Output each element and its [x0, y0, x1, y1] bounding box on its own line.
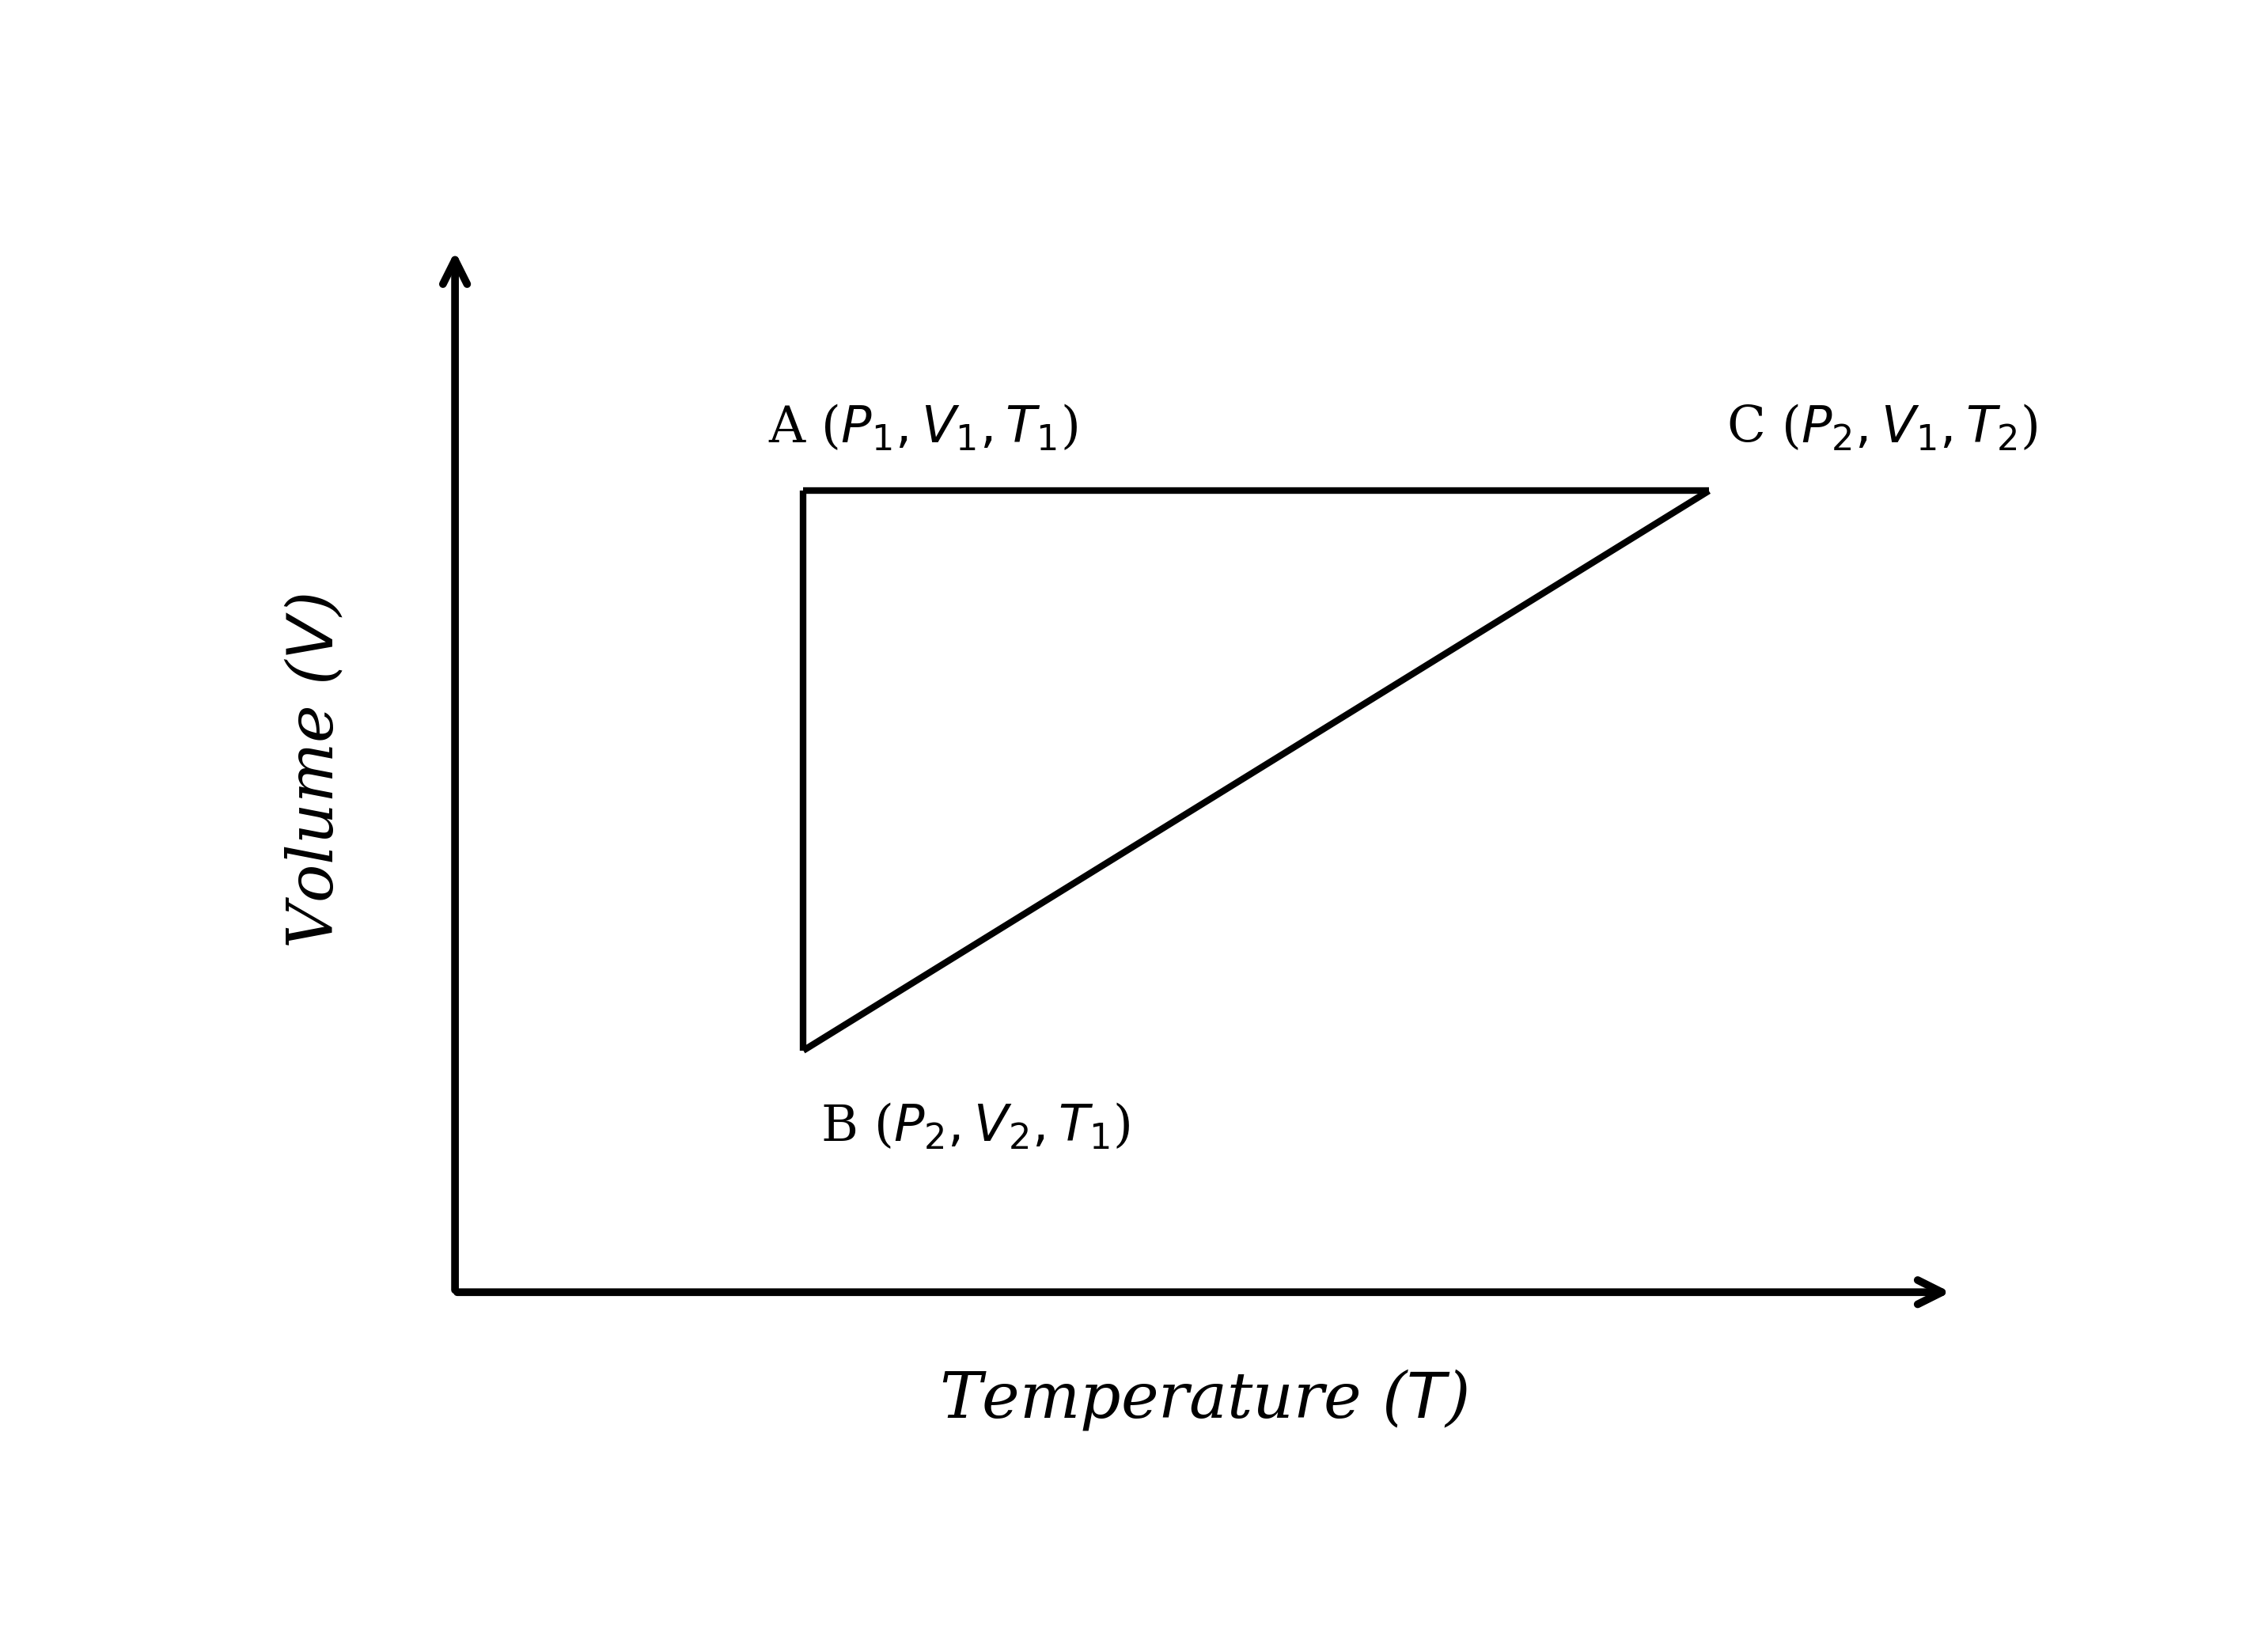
Text: A ($P_1, V_1, T_1$): A ($P_1, V_1, T_1$) — [768, 403, 1079, 453]
Text: Volume ($V$): Volume ($V$) — [285, 593, 346, 948]
Text: C ($P_2, V_1, T_2$): C ($P_2, V_1, T_2$) — [1726, 403, 2038, 453]
Text: B ($P_2, V_2, T_1$): B ($P_2, V_2, T_1$) — [820, 1102, 1130, 1151]
Text: Temperature ($T$): Temperature ($T$) — [939, 1368, 1470, 1432]
